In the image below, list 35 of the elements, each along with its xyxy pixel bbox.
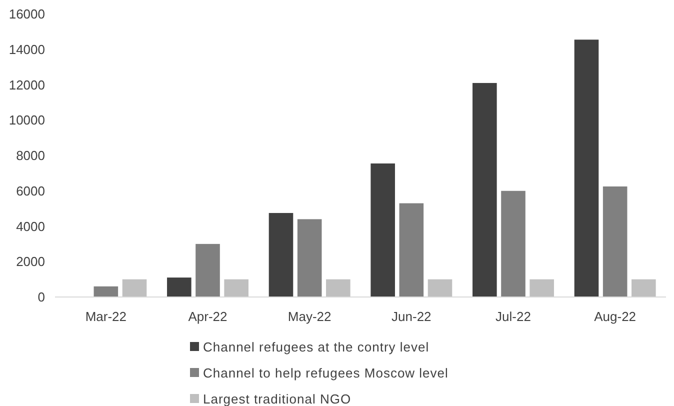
bar bbox=[399, 203, 424, 297]
y-tick-label: 0 bbox=[38, 290, 45, 305]
legend-label: Channel to help refugees Moscow level bbox=[203, 366, 448, 381]
y-tick-label: 4000 bbox=[16, 218, 45, 234]
x-tick-label: Mar-22 bbox=[85, 309, 127, 324]
x-tick-label: May-22 bbox=[288, 309, 332, 324]
y-tick-label: 10000 bbox=[8, 112, 45, 128]
x-tick-label: Jul-22 bbox=[496, 309, 531, 324]
bar bbox=[632, 279, 656, 297]
bar bbox=[428, 279, 452, 297]
y-tick-label: 12000 bbox=[8, 77, 45, 92]
bar bbox=[167, 278, 192, 297]
bar bbox=[602, 186, 628, 297]
bar bbox=[530, 279, 554, 297]
y-tick-label: 6000 bbox=[16, 183, 45, 198]
bar bbox=[326, 279, 350, 297]
y-tick-label: 14000 bbox=[8, 42, 45, 57]
bar bbox=[501, 190, 526, 297]
y-tick-label: 16000 bbox=[8, 6, 45, 22]
legend-label: Largest traditional NGO bbox=[203, 392, 352, 406]
bar bbox=[224, 279, 248, 297]
x-tick-label: Apr-22 bbox=[188, 309, 228, 324]
bar bbox=[370, 163, 395, 297]
y-tick-label: 8000 bbox=[16, 148, 45, 164]
y-tick-label: 2000 bbox=[16, 254, 45, 270]
x-tick-label: Jun-22 bbox=[392, 309, 432, 324]
legend-label: Channel refugees at the contry level bbox=[203, 340, 430, 355]
x-tick-label: Aug-22 bbox=[594, 309, 636, 324]
bar bbox=[94, 286, 118, 297]
bar bbox=[297, 219, 322, 297]
bar bbox=[574, 40, 599, 297]
bar bbox=[196, 244, 220, 297]
bar bbox=[268, 212, 294, 297]
bar bbox=[122, 279, 147, 297]
bar bbox=[472, 82, 497, 297]
